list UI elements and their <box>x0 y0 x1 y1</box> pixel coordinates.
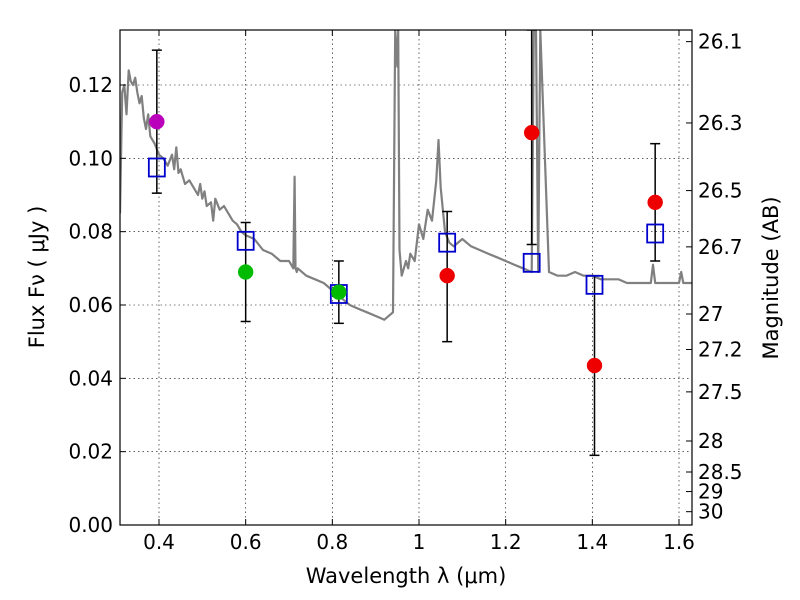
data-markers <box>147 113 665 374</box>
y-tick-label: 0.06 <box>68 293 113 317</box>
magnitude-tick-label: 27 <box>698 302 723 326</box>
x-tick-label: 0.4 <box>143 530 175 554</box>
y-tick-label: 0.04 <box>68 366 113 390</box>
observed-flux-point <box>523 124 540 141</box>
x-tick-label: 1 <box>413 530 426 554</box>
x-tick-label: 1.2 <box>490 530 522 554</box>
magnitude-tick-label: 28 <box>698 429 723 453</box>
model-photometry-square <box>147 157 166 178</box>
model-spectrum-line <box>120 30 692 321</box>
model-photometry-square <box>585 274 604 295</box>
x-tick-label: 1.4 <box>576 530 608 554</box>
magnitude-tick-label: 27.2 <box>698 338 743 362</box>
x-tick-label: 0.8 <box>316 530 348 554</box>
magnitude-tick-label: 30 <box>698 500 723 524</box>
magnitude-tick-label: 27.5 <box>698 380 743 404</box>
model-spectrum <box>120 30 692 321</box>
x-tick-label: 1.6 <box>663 530 695 554</box>
y-tick-label: 0.10 <box>68 146 113 170</box>
magnitude-tick-label: 26.3 <box>698 111 743 135</box>
plot-frame <box>119 29 693 526</box>
magnitude-tick-label: 26.1 <box>698 30 743 54</box>
observed-flux-point <box>331 284 347 300</box>
observed-flux-point <box>439 267 455 284</box>
y-tick-label: 0.12 <box>68 73 113 97</box>
observed-flux-point <box>647 194 663 211</box>
model-photometry-square <box>522 252 541 273</box>
x-axis: 0.4 0.6 0.8 1 1.2 1.4 1.6 <box>143 30 695 554</box>
grid <box>120 30 692 526</box>
y-axis: 0.00 0.02 0.04 0.06 0.08 0.10 0.12 <box>68 73 126 537</box>
magnitude-axis-label: Magnitude (AB) <box>759 196 783 359</box>
model-photometry-square <box>438 232 457 253</box>
magnitude-tick-label: 26.5 <box>698 179 743 203</box>
magnitude-tick-label: 29 <box>698 480 723 504</box>
observed-flux-point <box>237 264 254 280</box>
y-tick-label: 0.00 <box>68 513 113 537</box>
x-tick-label: 0.6 <box>230 530 262 554</box>
model-photometry-square <box>646 223 665 244</box>
observed-flux-point <box>586 357 603 374</box>
y-axis-label: Flux Fν ( μJy ) <box>25 206 49 349</box>
x-axis-label: Wavelength λ (μm) <box>306 564 507 588</box>
observed-flux-point <box>149 113 165 130</box>
y-tick-label: 0.02 <box>68 440 113 464</box>
magnitude-tick-label: 28.5 <box>698 460 743 484</box>
y-tick-label: 0.08 <box>68 220 113 244</box>
magnitude-tick-label: 26.7 <box>698 235 743 259</box>
model-photometry-square <box>236 230 255 251</box>
